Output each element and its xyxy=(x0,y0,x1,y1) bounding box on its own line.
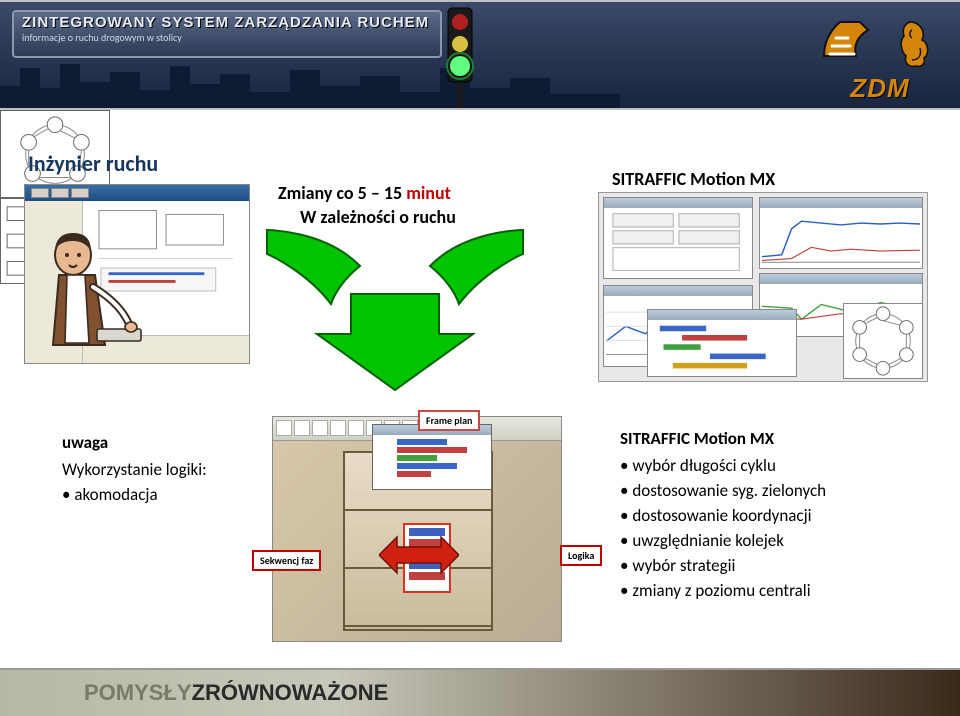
zdm-logo: ZDM xyxy=(820,16,940,96)
bl-bullet-0: akomodacja xyxy=(62,484,207,505)
header-title-box: ZINTEGROWANY SYSTEM ZARZĄDZANIA RUCHEM i… xyxy=(12,10,442,58)
bottom-left-block: uwaga Wykorzystanie logiki: akomodacja xyxy=(62,432,207,509)
footer-word-1: POMYSŁY xyxy=(84,680,192,705)
badge-logika: Logika xyxy=(560,545,602,566)
bottom-right-block: SITRAFFIC Motion MX wybór długości cyklu… xyxy=(620,428,826,605)
panel-phase-circle xyxy=(843,303,923,379)
traffic-light-icon xyxy=(430,6,490,108)
br-bullet-0: wybór długości cyklu xyxy=(620,455,826,476)
br-bullet-2: dostosowanie koordynacji xyxy=(620,505,826,526)
panel-controls xyxy=(603,197,753,279)
br-bullet-5: zmiany z poziomu centrali xyxy=(620,580,826,601)
mini-window-frameplan xyxy=(372,424,492,490)
header-banner: ZINTEGROWANY SYSTEM ZARZĄDZANIA RUCHEM i… xyxy=(0,0,960,110)
center-line-1-prefix: Zmiany co 5 – 15 xyxy=(278,182,406,204)
badge-sekwencja: Sekwencj faz xyxy=(252,550,321,571)
badge-frame-plan: Frame plan xyxy=(418,410,480,431)
br-bullet-1: dostosowanie syg. zielonych xyxy=(620,480,826,501)
right-screenshot-cluster xyxy=(598,192,928,382)
engineer-illustration xyxy=(33,225,143,357)
city-silhouette xyxy=(0,58,620,108)
bl-line1: Wykorzystanie logiki: xyxy=(62,459,207,480)
footer-word-2: ZRÓWNOWAŻONE xyxy=(192,680,389,705)
header-title-main: ZINTEGROWANY SYSTEM ZARZĄDZANIA RUCHEM xyxy=(22,14,432,31)
panel-gantt xyxy=(647,309,797,377)
header-title-sub: informacje o ruchu drogowym w stolicy xyxy=(22,31,432,44)
red-bidir-arrow xyxy=(379,525,459,585)
br-bullet-4: wybór strategii xyxy=(620,555,826,576)
center-line-1-red: minut xyxy=(406,182,451,204)
bl-heading: uwaga xyxy=(62,432,207,453)
center-line-1: Zmiany co 5 – 15 minut xyxy=(278,182,451,204)
left-screenshot xyxy=(24,184,250,364)
footer-banner: POMYSŁYZRÓWNOWAŻONE xyxy=(0,668,960,716)
panel-chart-top xyxy=(759,197,923,269)
br-bullet-3: uwzględnianie kolejek xyxy=(620,530,826,551)
br-heading: SITRAFFIC Motion MX xyxy=(620,428,826,449)
green-converge-arrow xyxy=(265,224,525,392)
right-title: SITRAFFIC Motion MX xyxy=(612,168,775,190)
zdm-logo-text: ZDM xyxy=(820,73,940,104)
window-titlebar xyxy=(25,185,249,201)
section-title: Inżynier ruchu xyxy=(28,150,158,177)
